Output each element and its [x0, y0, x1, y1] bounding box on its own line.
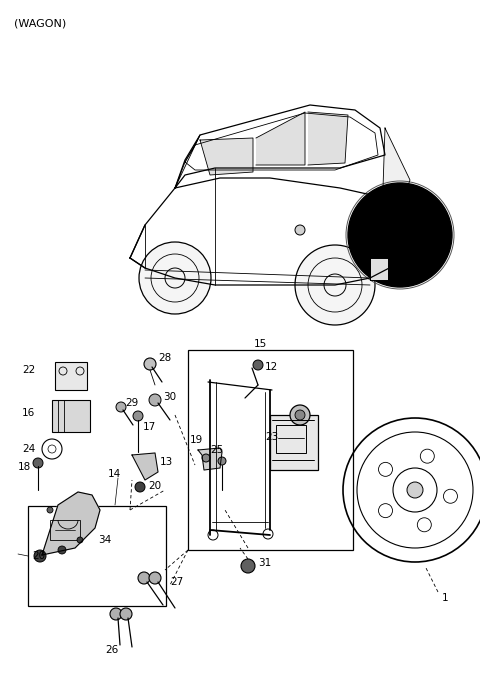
Polygon shape: [175, 135, 200, 188]
Text: 26: 26: [106, 645, 119, 655]
Polygon shape: [198, 448, 222, 470]
Circle shape: [241, 559, 255, 573]
Bar: [50, 520, 80, 540]
Bar: [52, 400, 90, 432]
Text: 15: 15: [253, 339, 266, 349]
Circle shape: [218, 457, 226, 465]
Text: 29: 29: [125, 398, 138, 408]
Circle shape: [149, 394, 161, 406]
Text: 24: 24: [22, 444, 35, 454]
Polygon shape: [200, 138, 253, 175]
Text: 13: 13: [160, 457, 173, 467]
Circle shape: [34, 550, 46, 562]
Circle shape: [110, 608, 122, 620]
Circle shape: [139, 242, 211, 314]
Polygon shape: [132, 453, 158, 480]
Circle shape: [133, 411, 143, 421]
Text: 25: 25: [210, 445, 223, 455]
Circle shape: [407, 482, 423, 498]
Circle shape: [202, 454, 210, 462]
Text: 17: 17: [143, 422, 156, 432]
Text: 16: 16: [22, 408, 35, 418]
Circle shape: [58, 546, 66, 554]
Bar: [370, 258, 388, 280]
Text: 31: 31: [258, 558, 271, 568]
Text: 1: 1: [442, 593, 449, 603]
Circle shape: [116, 402, 126, 412]
Bar: [188, 350, 353, 550]
Circle shape: [253, 360, 263, 370]
Text: 18: 18: [18, 462, 31, 472]
Text: 19: 19: [190, 435, 203, 445]
Circle shape: [138, 572, 150, 584]
Circle shape: [295, 410, 305, 420]
Text: (WAGON): (WAGON): [14, 18, 66, 28]
Circle shape: [144, 358, 156, 370]
Text: 34: 34: [98, 535, 111, 545]
Text: 27: 27: [170, 577, 183, 587]
Bar: [270, 415, 318, 470]
Bar: [55, 362, 87, 390]
Circle shape: [290, 405, 310, 425]
Bar: [276, 425, 306, 453]
Polygon shape: [256, 112, 305, 165]
Text: 28: 28: [158, 353, 171, 363]
Circle shape: [33, 458, 43, 468]
Text: 30: 30: [163, 392, 176, 402]
Circle shape: [149, 572, 161, 584]
Circle shape: [77, 537, 83, 543]
Text: 22: 22: [22, 365, 35, 375]
Text: 23: 23: [265, 432, 278, 442]
Circle shape: [120, 608, 132, 620]
Circle shape: [295, 225, 305, 235]
Circle shape: [295, 245, 375, 325]
Circle shape: [47, 507, 53, 513]
Text: 20: 20: [148, 481, 161, 491]
Circle shape: [135, 482, 145, 492]
Text: 20: 20: [32, 551, 45, 561]
Text: 12: 12: [265, 362, 278, 372]
Polygon shape: [383, 128, 410, 208]
Bar: [28, 506, 166, 606]
Polygon shape: [42, 492, 100, 555]
Polygon shape: [308, 112, 348, 165]
Text: 14: 14: [108, 469, 121, 479]
Circle shape: [348, 183, 452, 287]
